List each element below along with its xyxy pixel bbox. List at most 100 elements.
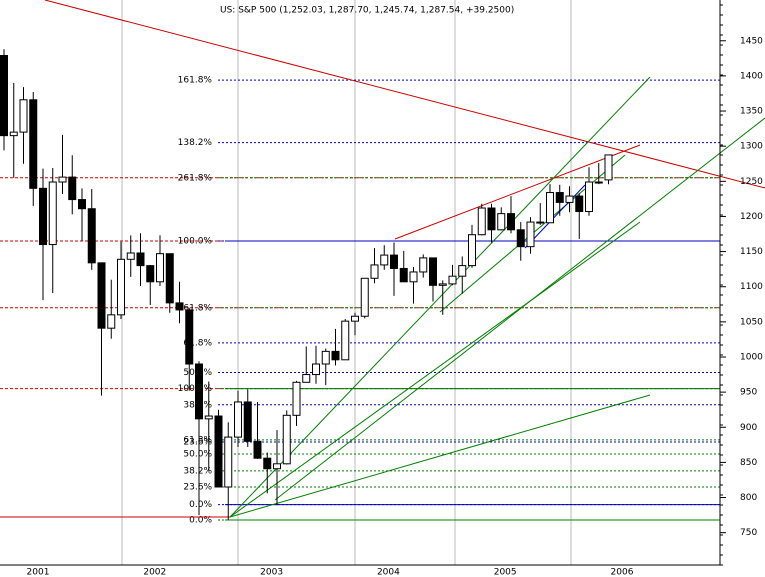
fib-level-label: 50.0% — [183, 449, 212, 459]
candle-body — [429, 257, 437, 286]
candle-body — [195, 363, 203, 420]
candle-body — [380, 254, 389, 266]
x-tick-label: 2001 — [27, 568, 50, 577]
candle-body — [546, 192, 554, 224]
candle-body — [575, 195, 584, 213]
y-tick-label: 1300 — [740, 142, 763, 152]
x-tick-label: 2004 — [377, 568, 400, 577]
candles — [0, 49, 613, 521]
fib-level-label: 61.8% — [183, 338, 212, 348]
candle-body — [146, 265, 155, 283]
y-tick-label: 1200 — [740, 212, 763, 222]
candle-body — [448, 275, 457, 285]
fib-level-label: 38.2% — [183, 466, 212, 476]
y-tick-label: 1100 — [740, 282, 763, 292]
fib-level-label: 261.8% — [178, 173, 213, 183]
candle-body — [604, 154, 613, 181]
candle-body — [321, 350, 330, 365]
candle-body — [9, 131, 18, 137]
y-tick-label: 1450 — [740, 36, 763, 46]
candle-body — [214, 415, 223, 488]
candle-body — [370, 264, 379, 279]
candle-body — [487, 207, 496, 231]
candle-body — [126, 252, 135, 260]
green-fan-line — [229, 76, 651, 518]
candle-body — [438, 283, 447, 286]
fib-level-label: 61.8% — [183, 435, 212, 445]
fib-level-label: 161.8% — [178, 303, 213, 313]
candle-body — [29, 99, 38, 189]
candle-body — [234, 401, 242, 438]
levels: 161.8% 138.2% 261.8% 100.0% 161.8% 61.8% 50.0%… — [0, 76, 720, 526]
candle-body — [292, 381, 301, 416]
candle-body — [78, 199, 86, 210]
candle-body — [526, 221, 535, 248]
candle-body — [204, 415, 213, 420]
candle-body — [263, 457, 272, 470]
candle-body — [360, 277, 369, 317]
y-tick-label: 1000 — [740, 352, 763, 362]
x-tick-label: 2003 — [260, 568, 283, 577]
candle-body — [68, 176, 77, 201]
fib-level-label: 23.6% — [183, 482, 212, 492]
candle-body — [165, 253, 174, 304]
y-tick-label: 1400 — [740, 71, 763, 81]
candle-body — [516, 229, 525, 248]
fib-level-label: 0.0% — [189, 500, 212, 510]
y-tick-label: 1250 — [740, 177, 763, 187]
candle-body — [409, 271, 418, 283]
candle-body — [273, 463, 281, 470]
candle-body — [224, 436, 233, 488]
y-tick-label: 1350 — [740, 107, 763, 117]
green-fan-line — [229, 221, 641, 518]
x-tick-label: 2006 — [611, 568, 634, 577]
candle-body — [536, 221, 545, 224]
y-tick-label: 1150 — [740, 247, 763, 257]
candle-body — [19, 99, 28, 133]
candle-body — [565, 195, 574, 203]
green-fan-line — [229, 394, 651, 518]
candle-body — [585, 181, 593, 213]
candle-body — [136, 252, 145, 267]
blue-trend-line — [524, 184, 586, 249]
candle-body — [39, 187, 47, 246]
candle-body — [497, 213, 506, 231]
candle-body — [253, 440, 262, 459]
candle-body — [555, 192, 564, 203]
candle-body — [117, 258, 125, 316]
y-tick-label: 950 — [740, 388, 757, 398]
y-tick-label: 900 — [740, 423, 757, 433]
candle-body — [419, 257, 428, 273]
candle-body — [185, 309, 194, 365]
candle-body — [341, 320, 350, 361]
candle-body — [458, 265, 467, 277]
candle-body — [302, 374, 311, 383]
candle-body — [97, 262, 106, 329]
candle-body — [58, 176, 67, 183]
candle-body — [312, 363, 320, 376]
fib-level-label: 23.6% — [183, 438, 212, 448]
fib-level-label: 161.8% — [178, 76, 213, 86]
candle-body — [282, 414, 291, 465]
candle-body — [477, 207, 486, 236]
candle-body — [390, 254, 398, 269]
fib-level-label: 138.2% — [178, 138, 213, 148]
y-tick-label: 1050 — [740, 317, 763, 327]
candle-body — [331, 350, 340, 361]
candle-body — [507, 213, 515, 231]
x-tick-label: 2002 — [143, 568, 166, 577]
red-channel-line — [394, 144, 641, 240]
candle-body — [107, 314, 116, 329]
candle-body — [468, 234, 476, 267]
red-trend-line — [44, 0, 765, 189]
chart-title: US: S&P 500 (1,252.03, 1,287.70, 1,245.7… — [220, 6, 514, 16]
candle-body — [0, 55, 8, 137]
candle-body — [594, 181, 603, 184]
fib-level-label: 0.0% — [189, 516, 212, 526]
candle-body — [351, 315, 359, 322]
fib-level-label: 100.0% — [178, 237, 213, 247]
candle-body — [175, 302, 184, 311]
y-tick-label: 750 — [740, 528, 757, 538]
candle-body — [156, 253, 164, 283]
x-tick-label: 2005 — [494, 568, 517, 577]
